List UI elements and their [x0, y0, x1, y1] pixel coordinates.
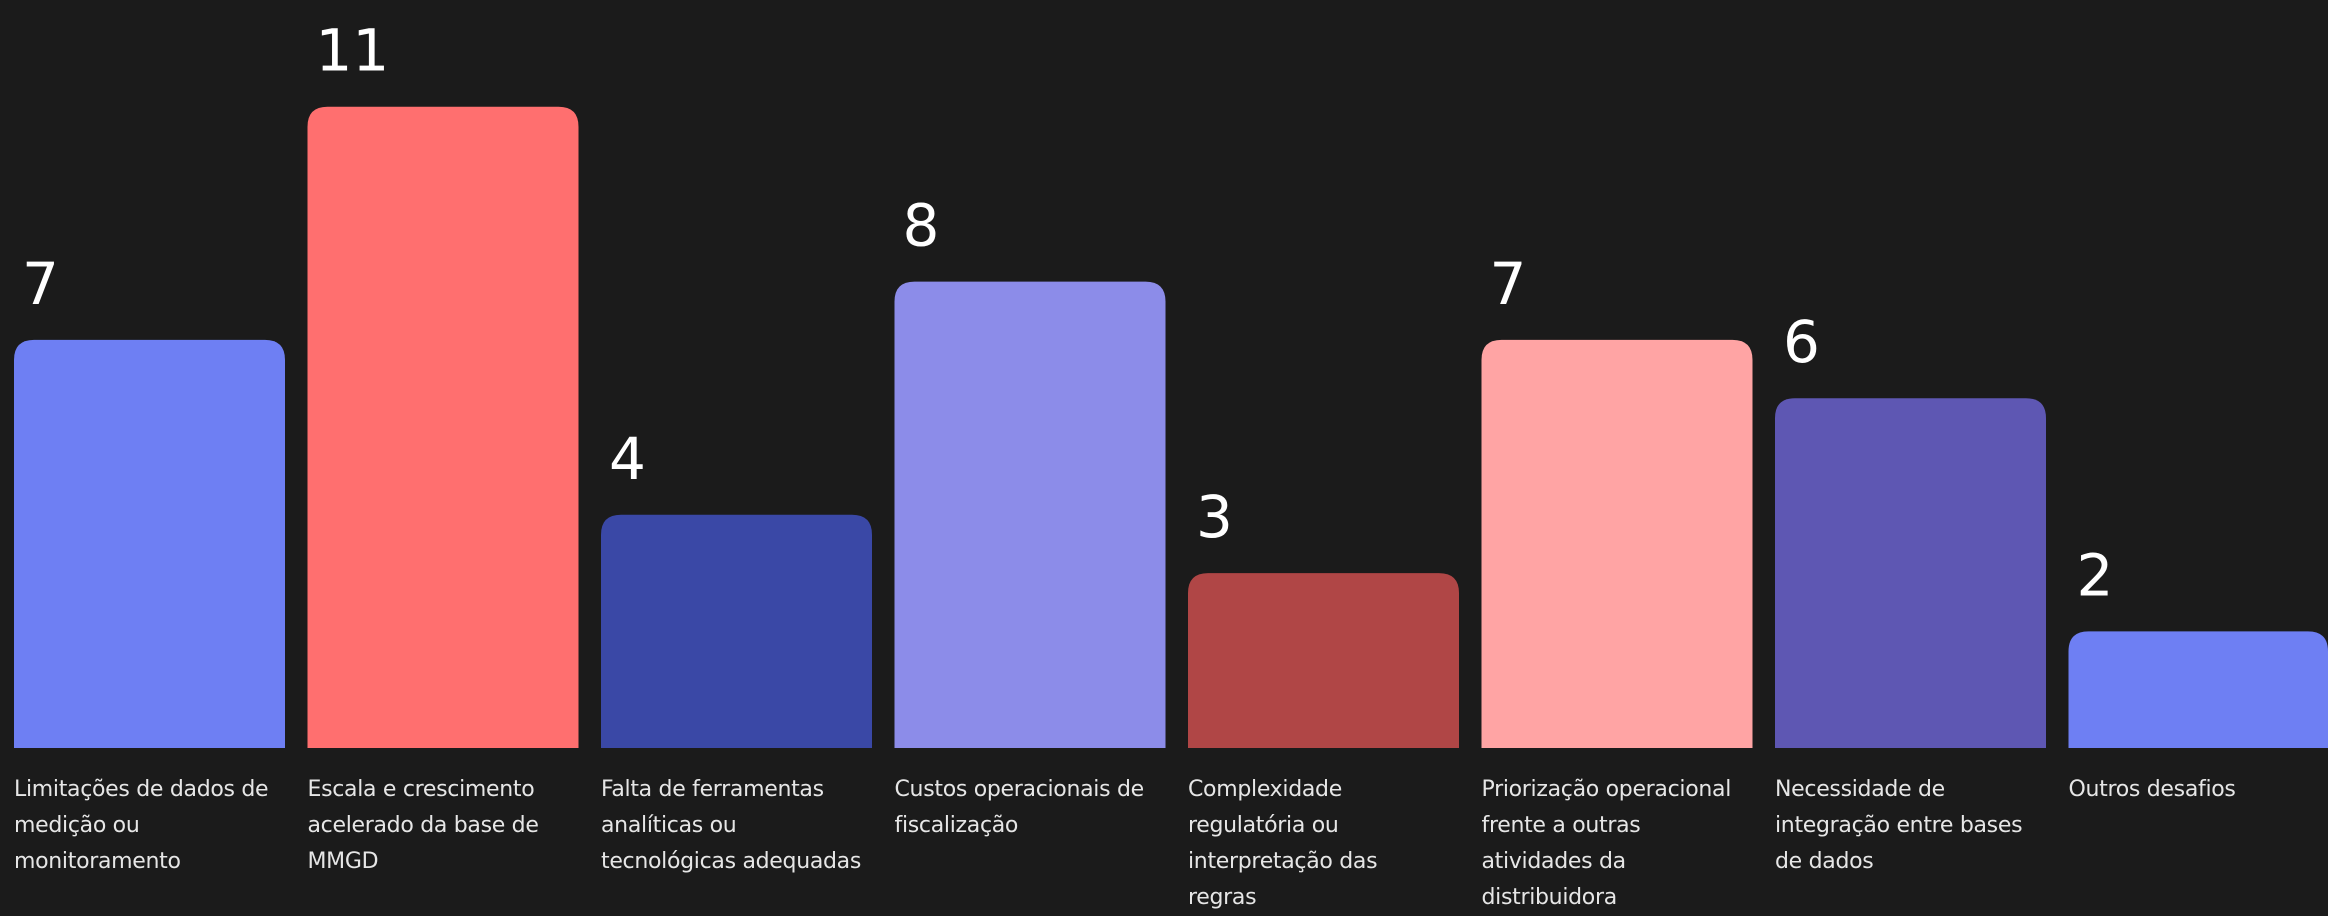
bars-group	[14, 107, 2328, 748]
category-label-7: Necessidade de integração entre bases de…	[1775, 772, 2037, 880]
category-label-1: Limitações de dados de medição ou monito…	[14, 772, 276, 880]
value-label-4: 8	[903, 192, 940, 260]
value-label-7: 6	[1783, 308, 1820, 376]
bar-5	[1188, 573, 1459, 748]
bar-1	[14, 340, 285, 748]
category-label-8: Outros desafios	[2069, 772, 2325, 808]
category-label-3: Falta de ferramentas analíticas ou tecno…	[601, 772, 863, 880]
value-label-6: 7	[1490, 250, 1527, 318]
value-label-2: 11	[316, 17, 390, 85]
category-label-4: Custos operacionais de fiscalização	[895, 772, 1157, 844]
bar-3	[601, 515, 872, 748]
value-label-1: 7	[22, 250, 59, 318]
category-label-6: Priorização operacional frente a outras …	[1482, 772, 1744, 916]
category-label-5: Complexidade regulatória ou interpretaçã…	[1188, 772, 1450, 916]
value-label-3: 4	[609, 425, 646, 493]
category-label-2: Escala e crescimento acelerado da base d…	[308, 772, 570, 880]
value-label-5: 3	[1196, 483, 1233, 551]
bar-6	[1482, 340, 1753, 748]
bar-2	[308, 107, 579, 748]
bar-8	[2069, 631, 2328, 748]
value-label-8: 2	[2077, 541, 2114, 609]
bar-7	[1775, 398, 2046, 748]
bar-4	[895, 282, 1166, 748]
